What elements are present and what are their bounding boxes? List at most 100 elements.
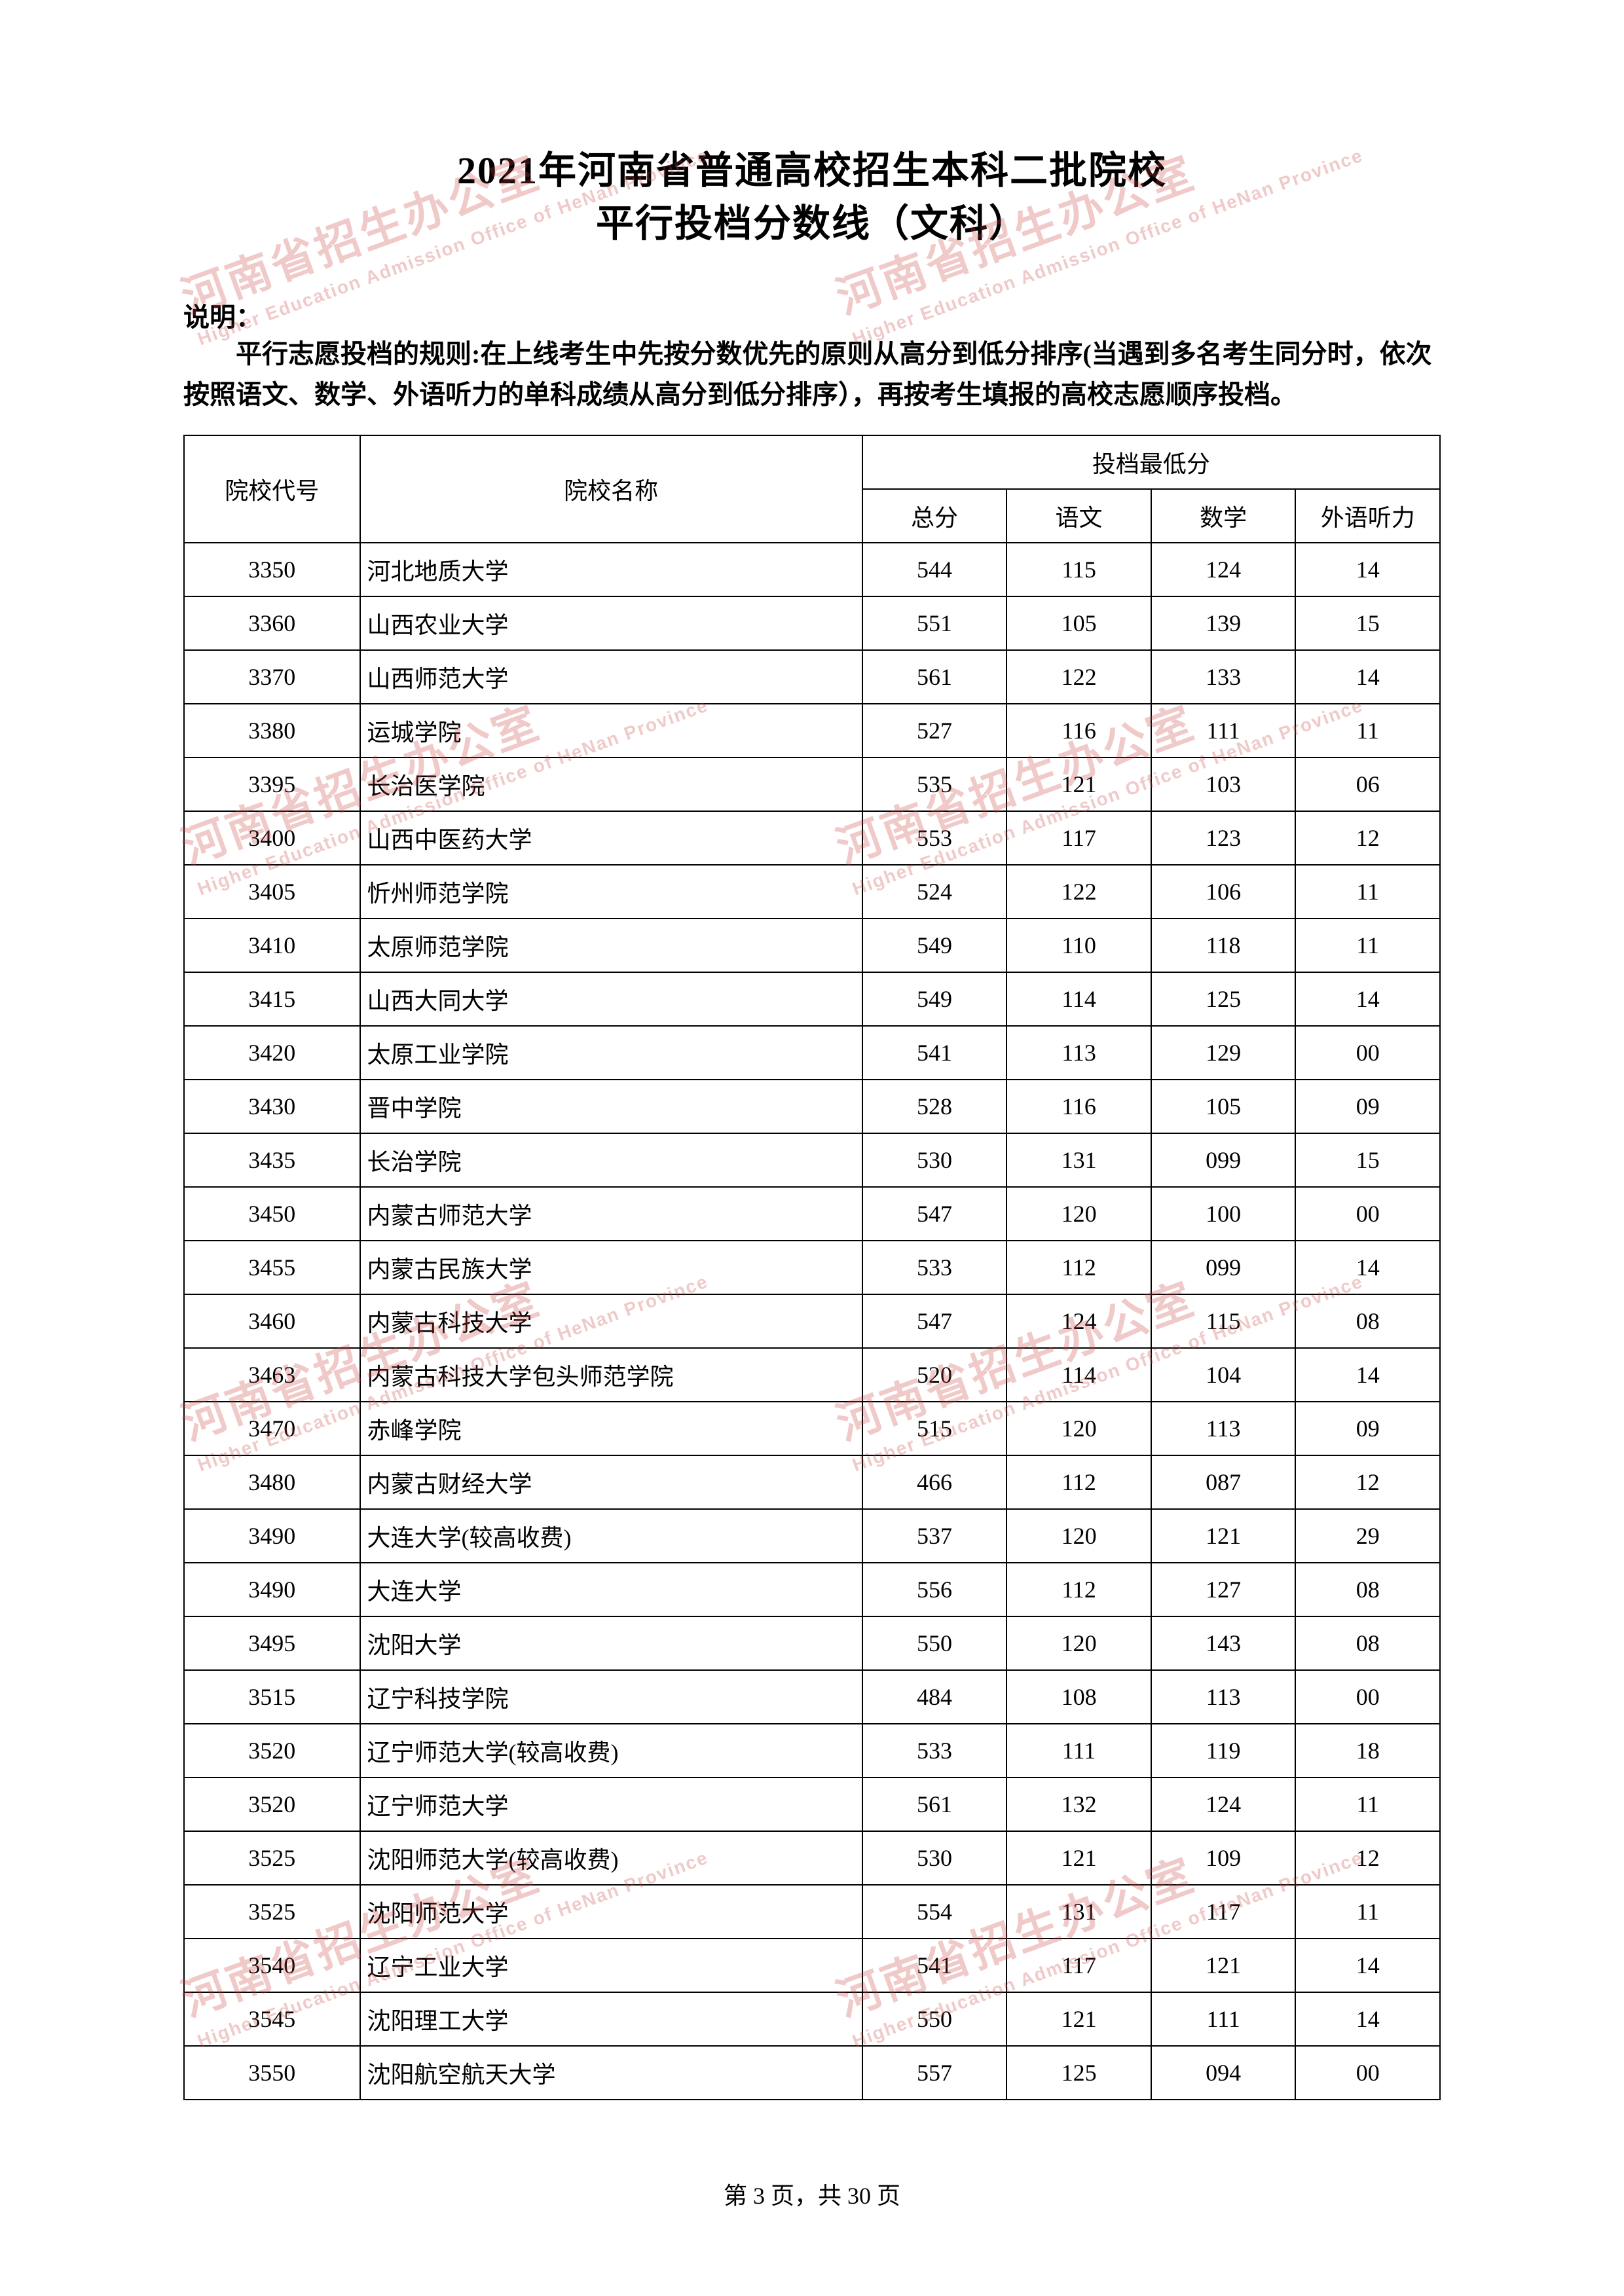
cell-yuwen: 121 xyxy=(1006,757,1151,811)
table-row: 3540辽宁工业大学54111712114 xyxy=(184,1939,1440,1992)
cell-name: 内蒙古科技大学包头师范学院 xyxy=(360,1348,862,1402)
cell-code: 3380 xyxy=(184,704,360,757)
cell-waiyu: 15 xyxy=(1295,1133,1440,1187)
cell-name: 太原工业学院 xyxy=(360,1026,862,1080)
cell-name: 山西师范大学 xyxy=(360,650,862,704)
table-row: 3520辽宁师范大学56113212411 xyxy=(184,1777,1440,1831)
table-row: 3435长治学院53013109915 xyxy=(184,1133,1440,1187)
col-yuwen: 语文 xyxy=(1006,489,1151,543)
cell-total: 530 xyxy=(862,1831,1007,1885)
table-row: 3430晋中学院52811610509 xyxy=(184,1080,1440,1133)
cell-waiyu: 11 xyxy=(1295,1885,1440,1939)
cell-shuxue: 103 xyxy=(1151,757,1296,811)
cell-code: 3435 xyxy=(184,1133,360,1187)
cell-yuwen: 132 xyxy=(1006,1777,1151,1831)
cell-shuxue: 119 xyxy=(1151,1724,1296,1777)
table-row: 3480内蒙古财经大学46611208712 xyxy=(184,1455,1440,1509)
cell-waiyu: 15 xyxy=(1295,596,1440,650)
cell-yuwen: 114 xyxy=(1006,1348,1151,1402)
cell-code: 3490 xyxy=(184,1563,360,1616)
cell-yuwen: 121 xyxy=(1006,1831,1151,1885)
cell-total: 515 xyxy=(862,1402,1007,1455)
cell-shuxue: 127 xyxy=(1151,1563,1296,1616)
cell-shuxue: 099 xyxy=(1151,1241,1296,1294)
cell-total: 535 xyxy=(862,757,1007,811)
cell-code: 3400 xyxy=(184,811,360,865)
cell-total: 541 xyxy=(862,1939,1007,1992)
cell-code: 3515 xyxy=(184,1670,360,1724)
table-row: 3405忻州师范学院52412210611 xyxy=(184,865,1440,919)
cell-code: 3525 xyxy=(184,1885,360,1939)
cell-name: 运城学院 xyxy=(360,704,862,757)
table-row: 3395长治医学院53512110306 xyxy=(184,757,1440,811)
cell-shuxue: 106 xyxy=(1151,865,1296,919)
cell-total: 549 xyxy=(862,972,1007,1026)
cell-shuxue: 123 xyxy=(1151,811,1296,865)
cell-waiyu: 00 xyxy=(1295,2046,1440,2100)
cell-waiyu: 11 xyxy=(1295,865,1440,919)
cell-yuwen: 114 xyxy=(1006,972,1151,1026)
cell-name: 辽宁工业大学 xyxy=(360,1939,862,1992)
cell-yuwen: 105 xyxy=(1006,596,1151,650)
cell-yuwen: 112 xyxy=(1006,1455,1151,1509)
col-shuxue: 数学 xyxy=(1151,489,1296,543)
cell-total: 561 xyxy=(862,1777,1007,1831)
cell-code: 3405 xyxy=(184,865,360,919)
cell-shuxue: 111 xyxy=(1151,704,1296,757)
cell-code: 3540 xyxy=(184,1939,360,1992)
cell-shuxue: 105 xyxy=(1151,1080,1296,1133)
table-row: 3545沈阳理工大学55012111114 xyxy=(184,1992,1440,2046)
cell-waiyu: 18 xyxy=(1295,1724,1440,1777)
cell-waiyu: 09 xyxy=(1295,1402,1440,1455)
cell-shuxue: 125 xyxy=(1151,972,1296,1026)
cell-yuwen: 112 xyxy=(1006,1241,1151,1294)
cell-code: 3550 xyxy=(184,2046,360,2100)
cell-yuwen: 113 xyxy=(1006,1026,1151,1080)
score-table: 院校代号 院校名称 投档最低分 总分 语文 数学 外语听力 3350河北地质大学… xyxy=(183,435,1441,2100)
cell-yuwen: 124 xyxy=(1006,1294,1151,1348)
cell-name: 大连大学 xyxy=(360,1563,862,1616)
cell-yuwen: 116 xyxy=(1006,704,1151,757)
cell-code: 3495 xyxy=(184,1616,360,1670)
cell-name: 赤峰学院 xyxy=(360,1402,862,1455)
cell-code: 3360 xyxy=(184,596,360,650)
cell-name: 内蒙古师范大学 xyxy=(360,1187,862,1241)
table-head: 院校代号 院校名称 投档最低分 总分 语文 数学 外语听力 xyxy=(184,435,1440,543)
cell-name: 沈阳航空航天大学 xyxy=(360,2046,862,2100)
cell-name: 太原师范学院 xyxy=(360,919,862,972)
table-row: 3470赤峰学院51512011309 xyxy=(184,1402,1440,1455)
cell-shuxue: 129 xyxy=(1151,1026,1296,1080)
cell-total: 556 xyxy=(862,1563,1007,1616)
cell-name: 沈阳师范大学 xyxy=(360,1885,862,1939)
cell-shuxue: 113 xyxy=(1151,1670,1296,1724)
cell-shuxue: 133 xyxy=(1151,650,1296,704)
cell-code: 3395 xyxy=(184,757,360,811)
cell-total: 533 xyxy=(862,1241,1007,1294)
cell-code: 3420 xyxy=(184,1026,360,1080)
cell-waiyu: 29 xyxy=(1295,1509,1440,1563)
cell-total: 554 xyxy=(862,1885,1007,1939)
cell-yuwen: 111 xyxy=(1006,1724,1151,1777)
cell-name: 山西大同大学 xyxy=(360,972,862,1026)
cell-total: 533 xyxy=(862,1724,1007,1777)
col-name: 院校名称 xyxy=(360,435,862,543)
table-row: 3550沈阳航空航天大学55712509400 xyxy=(184,2046,1440,2100)
table-row: 3450内蒙古师范大学54712010000 xyxy=(184,1187,1440,1241)
cell-name: 内蒙古财经大学 xyxy=(360,1455,862,1509)
cell-code: 3460 xyxy=(184,1294,360,1348)
cell-yuwen: 122 xyxy=(1006,650,1151,704)
cell-waiyu: 14 xyxy=(1295,972,1440,1026)
cell-waiyu: 06 xyxy=(1295,757,1440,811)
cell-yuwen: 116 xyxy=(1006,1080,1151,1133)
table-body: 3350河北地质大学544115124143360山西农业大学551105139… xyxy=(184,543,1440,2100)
header-row-1: 院校代号 院校名称 投档最低分 xyxy=(184,435,1440,489)
table-row: 3380运城学院52711611111 xyxy=(184,704,1440,757)
table-row: 3410太原师范学院54911011811 xyxy=(184,919,1440,972)
cell-total: 547 xyxy=(862,1187,1007,1241)
table-row: 3360山西农业大学55110513915 xyxy=(184,596,1440,650)
cell-shuxue: 087 xyxy=(1151,1455,1296,1509)
cell-waiyu: 11 xyxy=(1295,704,1440,757)
cell-code: 3520 xyxy=(184,1724,360,1777)
cell-waiyu: 14 xyxy=(1295,1992,1440,2046)
cell-total: 484 xyxy=(862,1670,1007,1724)
